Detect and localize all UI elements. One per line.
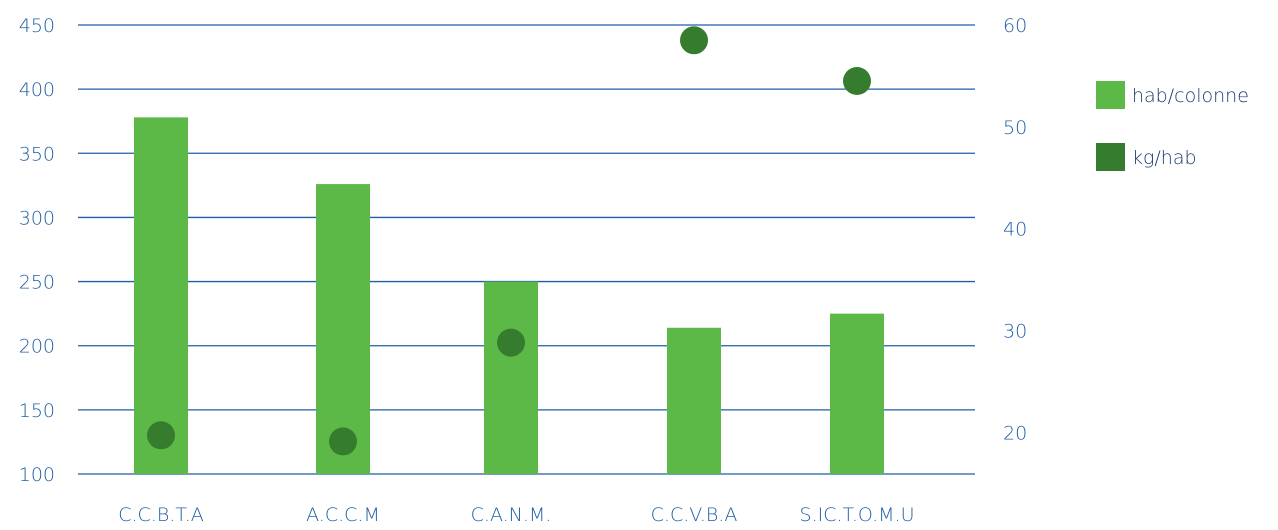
left-tick-label: 350 <box>19 143 55 165</box>
left-tick-label: 150 <box>19 400 55 422</box>
category-label: C.C.V.B.A <box>651 504 738 526</box>
left-tick-label: 200 <box>19 336 55 358</box>
bar <box>667 327 721 474</box>
point <box>680 26 708 55</box>
category-label: S.IC.T.O.M.U <box>800 504 915 526</box>
bar <box>484 281 538 474</box>
legend-label: kg/hab <box>1132 147 1197 169</box>
left-tick-label: 250 <box>19 272 55 294</box>
point <box>329 427 357 456</box>
right-tick-label: 60 <box>1003 15 1027 37</box>
legend: hab/colonne kg/hab <box>1096 81 1249 171</box>
x-axis: C.C.B.T.A A.C.C.M C.A.N.M. C.C.V.B.A S.IC.T.… <box>118 504 914 526</box>
bar <box>830 313 884 474</box>
category-label: A.C.C.M <box>306 504 380 526</box>
bars <box>134 117 884 474</box>
bar <box>134 117 188 474</box>
right-tick-label: 20 <box>1003 422 1027 444</box>
point <box>843 66 871 95</box>
left-tick-label: 450 <box>19 15 55 37</box>
legend-swatch <box>1096 143 1125 171</box>
right-tick-label: 40 <box>1003 219 1027 241</box>
legend-swatch <box>1096 81 1125 109</box>
legend-label: hab/colonne <box>1132 85 1249 107</box>
left-tick-label: 400 <box>19 79 55 101</box>
point <box>147 421 175 450</box>
bar <box>316 184 370 474</box>
point <box>497 328 525 357</box>
left-tick-label: 300 <box>19 207 55 229</box>
category-label: C.A.N.M. <box>471 504 552 526</box>
points <box>147 26 871 456</box>
left-axis: 100 150 200 250 300 350 400 450 <box>19 15 55 486</box>
right-tick-label: 30 <box>1003 320 1027 342</box>
category-label: C.C.B.T.A <box>118 504 203 526</box>
right-axis: 20 30 40 50 60 <box>1003 15 1027 444</box>
left-tick-label: 100 <box>19 464 55 486</box>
right-tick-label: 50 <box>1003 117 1027 139</box>
